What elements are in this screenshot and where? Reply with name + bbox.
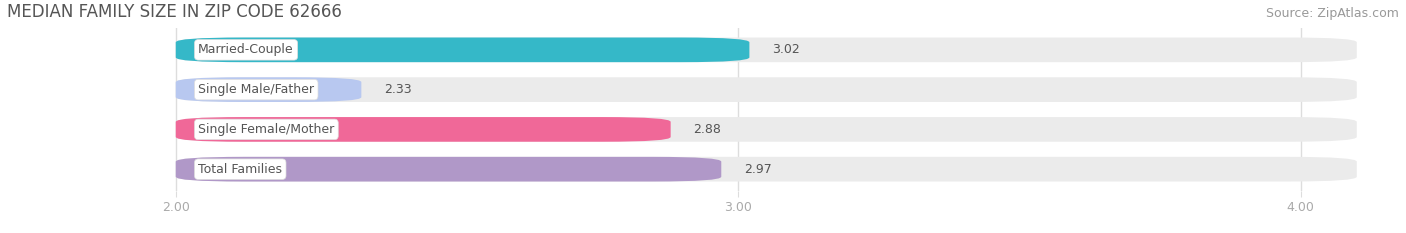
Text: 2.97: 2.97: [744, 163, 772, 176]
FancyBboxPatch shape: [176, 38, 749, 62]
Text: 2.33: 2.33: [384, 83, 412, 96]
Text: Source: ZipAtlas.com: Source: ZipAtlas.com: [1265, 7, 1399, 20]
Text: 3.02: 3.02: [772, 43, 800, 56]
FancyBboxPatch shape: [176, 117, 1357, 142]
FancyBboxPatch shape: [176, 38, 1357, 62]
FancyBboxPatch shape: [176, 157, 721, 182]
Text: MEDIAN FAMILY SIZE IN ZIP CODE 62666: MEDIAN FAMILY SIZE IN ZIP CODE 62666: [7, 3, 342, 21]
FancyBboxPatch shape: [176, 157, 1357, 182]
FancyBboxPatch shape: [176, 77, 1357, 102]
Text: 2.88: 2.88: [693, 123, 721, 136]
Text: Total Families: Total Families: [198, 163, 283, 176]
Text: Single Female/Mother: Single Female/Mother: [198, 123, 335, 136]
Text: Single Male/Father: Single Male/Father: [198, 83, 315, 96]
Text: Married-Couple: Married-Couple: [198, 43, 294, 56]
FancyBboxPatch shape: [176, 77, 361, 102]
FancyBboxPatch shape: [176, 117, 671, 142]
